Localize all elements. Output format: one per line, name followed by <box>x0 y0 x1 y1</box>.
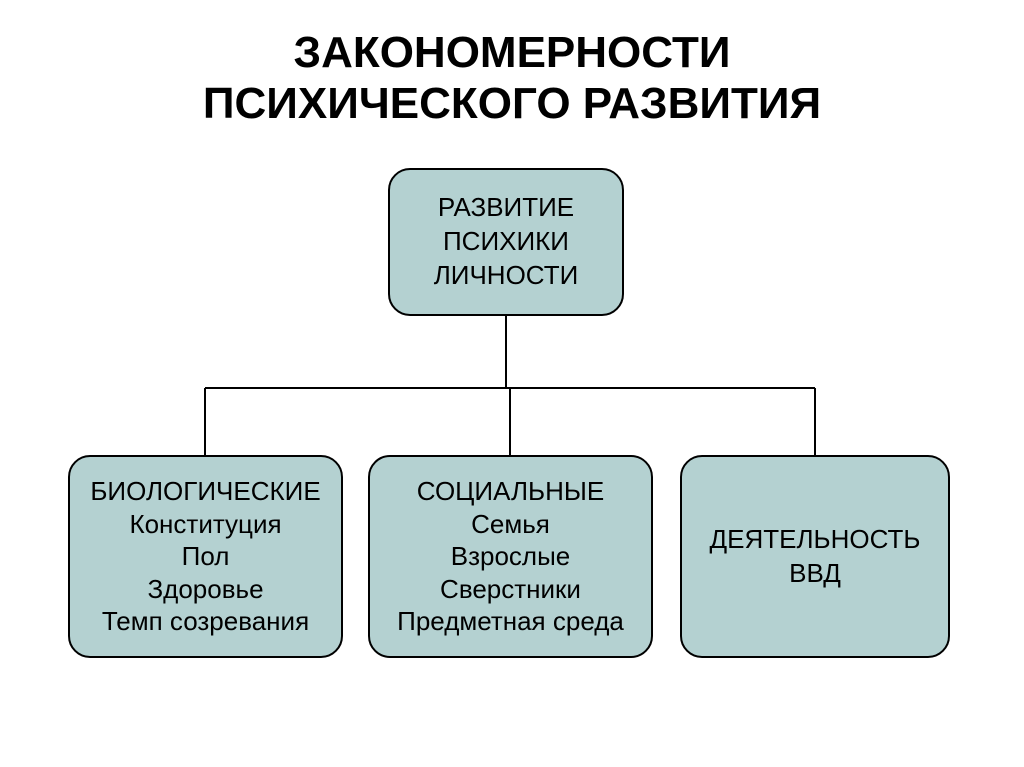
node-text-line: Темп созревания <box>102 605 309 638</box>
node-text-line: Конституция <box>129 508 281 541</box>
node-text-line: Семья <box>471 508 550 541</box>
node-social: СОЦИАЛЬНЫЕСемьяВзрослыеСверстникиПредмет… <box>368 455 653 658</box>
node-text-line: ДЕЯТЕЛЬНОСТЬ <box>710 523 921 557</box>
title-text: ЗАКОНОМЕРНОСТИПСИХИЧЕСКОГО РАЗВИТИЯ <box>203 28 821 128</box>
node-text-line: Пол <box>182 540 230 573</box>
diagram-title: ЗАКОНОМЕРНОСТИПСИХИЧЕСКОГО РАЗВИТИЯ <box>0 28 1024 129</box>
node-text-line: ЛИЧНОСТИ <box>434 259 579 293</box>
node-biological: БИОЛОГИЧЕСКИЕКонституцияПолЗдоровьеТемп … <box>68 455 343 658</box>
node-activity: ДЕЯТЕЛЬНОСТЬВВД <box>680 455 950 658</box>
node-text-line: Здоровье <box>147 573 263 606</box>
node-root: РАЗВИТИЕПСИХИКИЛИЧНОСТИ <box>388 168 624 316</box>
node-text-line: БИОЛОГИЧЕСКИЕ <box>90 475 320 508</box>
node-text-line: Сверстники <box>440 573 581 606</box>
node-text-line: РАЗВИТИЕ <box>438 191 574 225</box>
node-text-line: ВВД <box>789 557 841 591</box>
node-text-line: Предметная среда <box>397 605 624 638</box>
node-text-line: СОЦИАЛЬНЫЕ <box>417 475 605 508</box>
node-text-line: ПСИХИКИ <box>443 225 569 259</box>
node-text-line: Взрослые <box>451 540 571 573</box>
